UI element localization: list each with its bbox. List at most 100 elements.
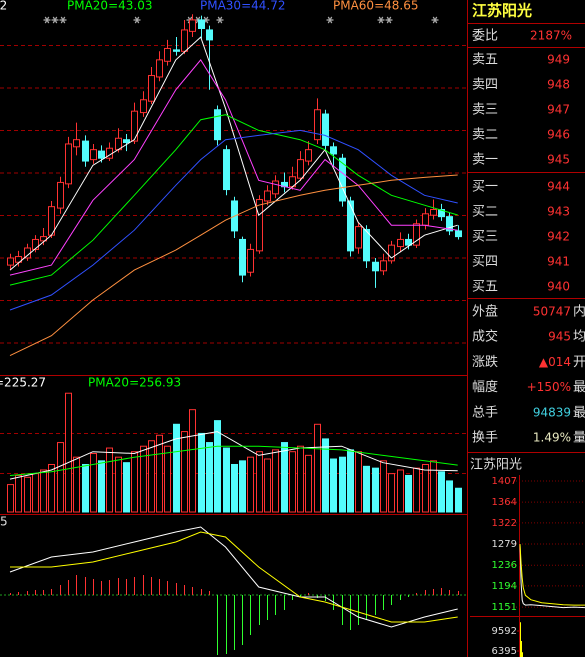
mini-title: 江苏阳光 xyxy=(470,457,522,473)
candle-body xyxy=(388,244,395,262)
volume-bar xyxy=(455,487,462,513)
candle-body xyxy=(347,200,354,252)
ma-line xyxy=(519,544,585,609)
candle-body xyxy=(322,113,329,146)
candle-body xyxy=(339,157,346,202)
volume-bar xyxy=(281,442,288,513)
stat-label: 幅度 xyxy=(472,379,498,395)
volume-bar xyxy=(148,440,155,513)
stat-label: 总手 xyxy=(472,405,498,420)
stat-extra: 开 xyxy=(573,355,585,370)
stat-extra: 均 xyxy=(573,330,585,345)
snow-icon xyxy=(134,16,140,24)
ma-line xyxy=(9,174,458,357)
snow-icon xyxy=(52,16,58,24)
volume-bar xyxy=(156,434,163,513)
volume-bar xyxy=(247,456,254,513)
volume-bar xyxy=(223,447,230,513)
order-label: 卖三 xyxy=(472,103,498,118)
volume-bar xyxy=(314,423,321,513)
snow-icon xyxy=(327,16,333,24)
candle-body xyxy=(256,199,263,252)
stat-label: 成交 xyxy=(472,329,498,345)
candle-body xyxy=(314,109,321,141)
candle-body xyxy=(372,261,379,272)
ma-line xyxy=(10,531,458,623)
volume-bar xyxy=(32,473,39,513)
stat-value: 1.49% xyxy=(533,431,571,445)
order-price: 949 xyxy=(547,53,570,67)
legend-label: PMA30=44.72 xyxy=(200,0,285,13)
snow-icon xyxy=(378,16,384,24)
volume-bar xyxy=(123,462,130,513)
candle-body xyxy=(82,140,89,162)
candle-body xyxy=(363,228,370,262)
order-price: 941 xyxy=(547,255,570,269)
volume-bar xyxy=(173,423,180,513)
candle-body xyxy=(305,149,312,162)
stat-value: +150% xyxy=(527,380,571,394)
candle-body xyxy=(57,181,64,209)
volume-bar xyxy=(181,431,188,513)
candle-body xyxy=(156,59,163,78)
volume-bar xyxy=(388,473,395,513)
stat-value: 50747 xyxy=(533,305,571,319)
y-tick-label: 1364 xyxy=(492,497,517,508)
legend-label: 02 xyxy=(0,0,7,13)
y-tick-label: 1236 xyxy=(492,560,517,571)
order-price: 943 xyxy=(547,205,570,219)
ma-line xyxy=(9,445,458,476)
volume-bar xyxy=(289,451,296,513)
candle-body xyxy=(214,109,221,141)
candle-body xyxy=(173,49,180,52)
candle-body xyxy=(7,257,14,266)
ma-line xyxy=(9,431,458,480)
volume-bar xyxy=(380,460,387,513)
stat-label: 涨跌 xyxy=(472,354,498,370)
order-price: 944 xyxy=(547,180,570,194)
volume-bar xyxy=(24,476,31,513)
order-label: 卖二 xyxy=(472,128,498,143)
legend-label: PMA60=48.65 xyxy=(333,0,418,13)
volume-bar xyxy=(405,474,412,513)
candle-body xyxy=(272,180,279,195)
stock-title: 江苏阳光 xyxy=(472,2,532,20)
candle-body xyxy=(198,19,205,30)
candle-body xyxy=(148,75,155,102)
candle-body xyxy=(446,216,453,232)
indicator-label: 5 xyxy=(0,515,8,529)
ma-line xyxy=(9,129,458,311)
candle-body xyxy=(206,29,213,41)
y2-tick-label: 9592 xyxy=(492,626,517,637)
stat-value: 94839 xyxy=(533,405,571,419)
snow-icon xyxy=(432,16,438,24)
candle-body xyxy=(330,146,337,155)
row-value: 2187% xyxy=(530,29,572,43)
volume-bar xyxy=(15,474,22,513)
order-price: 947 xyxy=(547,103,570,117)
y-tick-label: 1279 xyxy=(492,539,517,550)
legend-label: =225.27 xyxy=(0,376,46,390)
volume-bar xyxy=(7,484,14,513)
volume-bar xyxy=(98,460,105,513)
order-label: 买一 xyxy=(472,180,498,195)
order-label: 买三 xyxy=(472,230,498,245)
order-price: 946 xyxy=(547,128,570,142)
y-tick-label: 1322 xyxy=(492,518,517,529)
volume-bar xyxy=(397,469,404,513)
volume-bar xyxy=(198,432,205,513)
volume-bar xyxy=(438,471,445,513)
stat-extra: 最 xyxy=(573,405,585,420)
candle-body xyxy=(90,149,97,161)
candle-body xyxy=(430,209,437,216)
candle-body xyxy=(455,230,462,238)
stat-extra: 最 xyxy=(573,380,585,395)
legend-label: PMA20=43.03 xyxy=(67,0,152,13)
candle-body xyxy=(73,139,80,148)
volume-bar xyxy=(164,445,171,513)
volume-bar xyxy=(413,467,420,513)
snow-icon xyxy=(44,16,50,24)
row-label: 委比 xyxy=(472,29,498,44)
y-tick-label: 1194 xyxy=(492,581,517,592)
